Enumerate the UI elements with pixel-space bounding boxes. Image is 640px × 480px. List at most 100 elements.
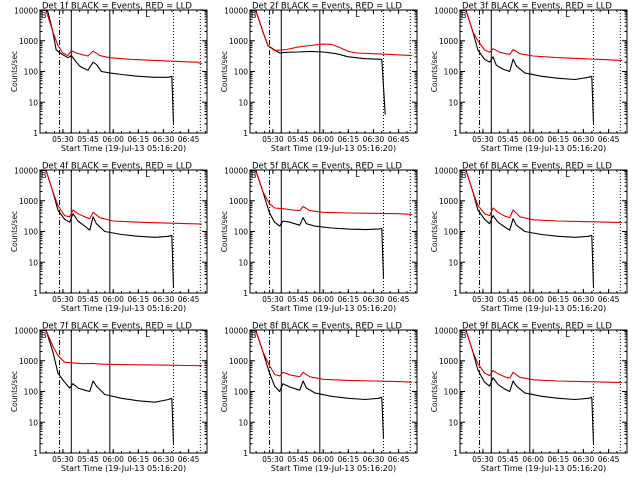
x-tick-label: 06:30: [363, 455, 385, 464]
x-tick-label: 06:45: [598, 295, 620, 304]
y-axis-label: Counts/sec: [220, 51, 229, 92]
x-tick-label: 05:45: [77, 455, 99, 464]
x-tick-label: 05:45: [287, 455, 309, 464]
panel-title: Det 7f BLACK = Events, RED = LLD: [42, 322, 192, 332]
y-tick-label: 10000: [434, 327, 458, 336]
x-tick-label: 06:00: [312, 135, 334, 144]
x-tick-label: 06:15: [127, 135, 149, 144]
x-tick-label: 06:45: [388, 295, 410, 304]
x-tick-label: 06:30: [153, 135, 175, 144]
y-axis-label: Counts/sec: [220, 211, 229, 252]
y-tick-label: 100: [24, 68, 39, 77]
corner-mark-l: L: [565, 10, 570, 19]
x-tick-label: 05:45: [497, 135, 519, 144]
x-axis-label: Start Time (19-Jul-13 05:16:20): [481, 304, 606, 313]
corner-mark-l: L: [145, 10, 150, 19]
y-tick-label: 1000: [19, 37, 38, 46]
corner-mark-l: L: [145, 330, 150, 339]
events-series-line: [459, 9, 595, 124]
x-tick-label: 05:45: [497, 455, 519, 464]
y-tick-label: 1: [243, 289, 248, 298]
corner-mark-l: L: [145, 170, 150, 179]
lld-series-line: [39, 329, 203, 367]
y-tick-label: 10000: [224, 7, 248, 16]
x-tick-label: 06:45: [178, 135, 200, 144]
x-tick-label: 06:45: [178, 295, 200, 304]
y-tick-label: 1: [453, 449, 458, 458]
x-tick-label: 05:30: [472, 135, 494, 144]
y-tick-label: 10: [448, 418, 458, 427]
x-tick-label: 06:00: [522, 135, 544, 144]
corner-mark-l: L: [565, 330, 570, 339]
y-tick-label: 10000: [434, 167, 458, 176]
y-tick-label: 10: [28, 418, 38, 427]
plot-frame: [459, 9, 628, 134]
x-tick-label: 06:00: [312, 295, 334, 304]
y-tick-label: 100: [444, 68, 459, 77]
lld-series-line: [459, 329, 623, 384]
x-axis-label: Start Time (19-Jul-13 05:16:20): [271, 304, 396, 313]
x-tick-label: 06:00: [312, 455, 334, 464]
x-tick-label: 05:45: [77, 135, 99, 144]
panel-title: Det 4f BLACK = Events, RED = LLD: [42, 162, 192, 172]
x-tick-label: 06:45: [598, 455, 620, 464]
x-tick-label: 06:45: [178, 455, 200, 464]
y-axis-label: Counts/sec: [220, 371, 229, 412]
y-tick-label: 10000: [14, 327, 38, 336]
panel-title: Det 1f BLACK = Events, RED = LLD: [42, 2, 192, 12]
y-tick-label: 10000: [224, 167, 248, 176]
x-tick-label: 06:00: [522, 455, 544, 464]
x-tick-label: 05:30: [262, 455, 284, 464]
y-tick-label: 1: [243, 129, 248, 138]
y-tick-label: 1: [243, 449, 248, 458]
y-tick-label: 1000: [439, 197, 458, 206]
x-tick-label: 06:15: [127, 455, 149, 464]
corner-mark-b: B: [41, 11, 47, 20]
y-tick-label: 1000: [229, 357, 248, 366]
x-tick-label: 06:15: [547, 295, 569, 304]
x-tick-label: 05:45: [287, 295, 309, 304]
panel-title: Det 2f BLACK = Events, RED = LLD: [252, 2, 402, 12]
plot-frame: [249, 9, 418, 134]
lld-series-line: [39, 169, 203, 225]
x-tick-label: 06:00: [102, 135, 124, 144]
y-tick-label: 10: [238, 258, 248, 267]
plot-frame: [459, 169, 628, 294]
x-tick-label: 05:45: [77, 295, 99, 304]
panel-title: Det 5f BLACK = Events, RED = LLD: [252, 162, 402, 172]
y-tick-label: 10: [238, 98, 248, 107]
y-axis-label: Counts/sec: [10, 51, 19, 92]
panel-title: Det 8f BLACK = Events, RED = LLD: [252, 322, 402, 332]
corner-mark-b: B: [251, 11, 257, 20]
corner-mark-b: B: [461, 331, 467, 340]
y-axis-label: Counts/sec: [430, 371, 439, 412]
x-tick-label: 06:15: [127, 295, 149, 304]
x-tick-label: 06:30: [153, 295, 175, 304]
y-tick-label: 10: [448, 98, 458, 107]
y-tick-label: 100: [234, 228, 249, 237]
x-tick-label: 06:45: [388, 135, 410, 144]
x-tick-label: 06:15: [337, 455, 359, 464]
corner-mark-l: L: [355, 330, 360, 339]
x-tick-label: 06:30: [573, 455, 595, 464]
x-axis-label: Start Time (19-Jul-13 05:16:20): [481, 464, 606, 473]
y-tick-label: 1: [33, 289, 38, 298]
corner-mark-b: B: [251, 171, 257, 180]
lld-series-line: [39, 9, 203, 65]
y-tick-label: 1000: [19, 357, 38, 366]
x-axis-label: Start Time (19-Jul-13 05:16:20): [481, 144, 606, 153]
x-tick-label: 05:30: [262, 135, 284, 144]
x-tick-label: 05:45: [287, 135, 309, 144]
y-tick-label: 1: [33, 129, 38, 138]
x-tick-label: 06:15: [547, 135, 569, 144]
y-axis-label: Counts/sec: [430, 51, 439, 92]
plot-frame: [249, 169, 418, 294]
y-tick-label: 1000: [229, 197, 248, 206]
y-tick-label: 100: [234, 388, 249, 397]
corner-mark-l: L: [565, 170, 570, 179]
y-tick-label: 100: [444, 388, 459, 397]
